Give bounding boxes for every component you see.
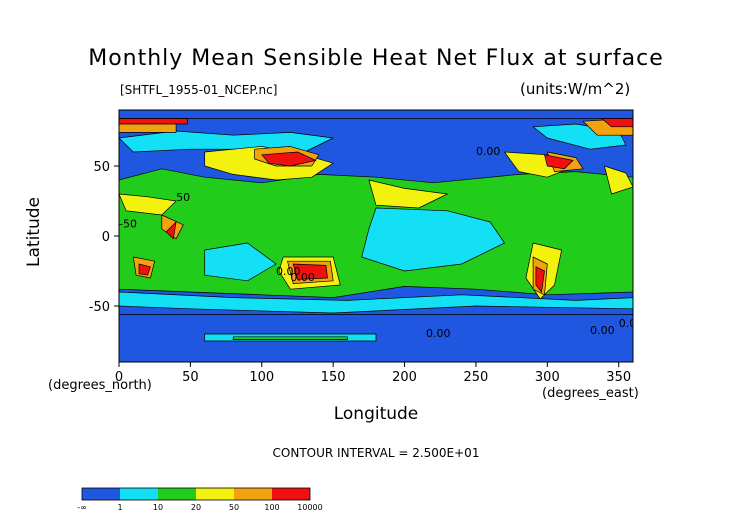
contour-label: -50: [119, 218, 137, 231]
contour-label: 0.00: [590, 324, 615, 337]
field-region-4: [119, 130, 334, 153]
colorbar-swatch: [101, 488, 120, 500]
contour-interval-label: CONTOUR INTERVAL = 2.500E+01: [272, 446, 480, 460]
x-tick-label: 0: [115, 370, 123, 385]
colorbar-swatch: [177, 488, 196, 500]
field-region-7: [368, 179, 448, 209]
x-tick-label: 150: [321, 370, 346, 385]
heatmap-field: 50-500.000.000.000.000.000.00: [119, 110, 644, 362]
x-tick-label: 350: [606, 370, 631, 385]
contour-labels: 50-500.000.000.000.000.000.00: [119, 145, 644, 340]
y-axis-unit: (degrees_north): [48, 378, 152, 393]
contour-label: 0.00: [426, 327, 451, 340]
colorbar-frame: [81, 487, 311, 501]
colorbar: -∞ 1 10 20 50 100 10000: [77, 487, 323, 512]
y-tick-label: 0: [102, 230, 110, 245]
field-region-25: [165, 221, 177, 240]
field-region-21: [261, 151, 317, 167]
field-regions: [119, 110, 633, 362]
x-axis-label: Longitude: [333, 404, 419, 424]
x-tick-label: 300: [535, 370, 560, 385]
field-region-26: [535, 266, 545, 293]
colorbar-swatch: [272, 488, 291, 500]
y-tick-label: -50: [89, 300, 110, 315]
y-tick-label: 50: [93, 160, 110, 175]
chart-title: Monthly Mean Sensible Heat Net Flux at s…: [88, 46, 664, 71]
source-file-label: [SHTFL_1955-01_NCEP.nc]: [120, 83, 278, 97]
colorbar-label: 50: [229, 503, 239, 512]
colorbar-swatch: [158, 488, 177, 500]
field-region-23: [292, 263, 328, 280]
contour-label: 0.00: [619, 317, 644, 330]
colorbar-swatch: [196, 488, 215, 500]
field-region-9: [119, 193, 177, 216]
colorbar-swatch: [139, 488, 158, 500]
field-region-32: [232, 336, 348, 340]
x-axis-unit: (degrees_east): [542, 386, 639, 401]
field-region-27: [119, 118, 188, 125]
colorbar-label: 10: [153, 503, 163, 512]
field-region-22: [544, 154, 574, 170]
field-region-2: [204, 242, 277, 282]
colorbar-label: 1: [117, 503, 122, 512]
colorbar-swatch: [120, 488, 139, 500]
x-tick-label: 100: [249, 370, 274, 385]
colorbar-label: 20: [191, 503, 201, 512]
x-tick-label: 250: [464, 370, 489, 385]
x-tick-label: 50: [182, 370, 199, 385]
colorbar-label: -∞: [77, 503, 87, 512]
x-axis-ticks: 0 50 100 150 200 250 300 350: [115, 362, 631, 385]
colorbar-swatch: [291, 488, 310, 500]
field-region-24: [138, 263, 151, 276]
field-region-12: [604, 165, 633, 195]
contour-label: 0.00: [290, 271, 315, 284]
x-tick-label: 200: [392, 370, 417, 385]
colorbar-swatch: [234, 488, 253, 500]
colorbar-label: 100: [264, 503, 279, 512]
contour-label: 50: [176, 191, 190, 204]
contour-label: 0.00: [476, 145, 501, 158]
units-label: (units:W/m^2): [520, 80, 631, 98]
colorbar-swatch: [215, 488, 234, 500]
field-region-30: [119, 110, 633, 119]
colorbar-swatch: [82, 488, 101, 500]
colorbar-swatch: [253, 488, 272, 500]
contour-label: 0.00: [276, 265, 301, 278]
field-region-1: [361, 207, 505, 272]
y-axis-ticks: 50 0 -50: [89, 160, 119, 315]
field-region-3: [119, 291, 633, 314]
colorbar-label: 10000: [297, 503, 322, 512]
